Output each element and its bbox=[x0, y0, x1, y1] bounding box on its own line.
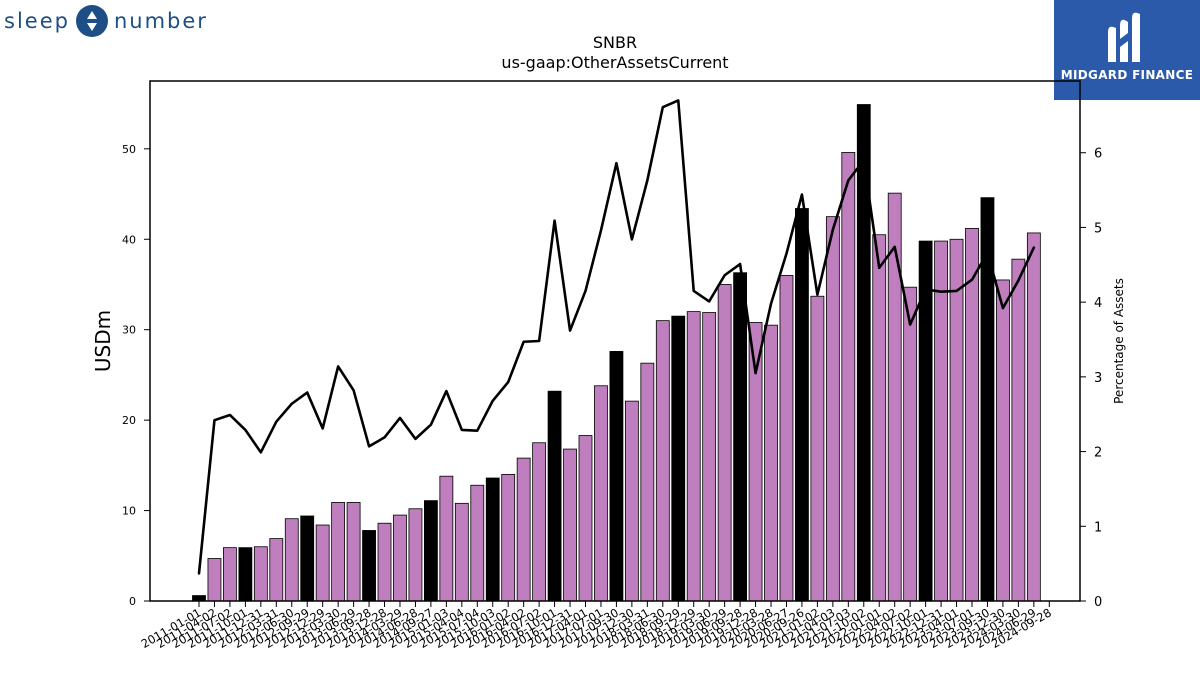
y-tick-label: 30 bbox=[122, 324, 136, 337]
bar-2011-12-31 bbox=[253, 546, 268, 602]
bar-2023-04-01 bbox=[949, 238, 964, 602]
y2-tick-label: 4 bbox=[1094, 296, 1102, 311]
midgard-finance-mark-icon bbox=[1108, 12, 1140, 63]
y2-tick-label: 0 bbox=[1094, 595, 1102, 610]
y-tick-label: 10 bbox=[122, 505, 136, 518]
pct-line-series bbox=[197, 99, 1036, 575]
bar-2011-04-02 bbox=[207, 558, 222, 602]
bar-2013-03-30 bbox=[331, 502, 346, 602]
bar-2013-06-29 bbox=[346, 502, 361, 602]
bar-2016-04-02 bbox=[516, 457, 531, 602]
bar-2014-09-27 bbox=[423, 500, 438, 602]
bar-2015-10-03 bbox=[485, 477, 500, 602]
bar-2016-12-31 bbox=[563, 448, 577, 602]
logo-word-number: number bbox=[113, 9, 208, 33]
pct-of-assets-line bbox=[197, 99, 1036, 575]
bar-2020-03-28 bbox=[764, 324, 778, 602]
chart-title: SNBR bbox=[593, 33, 637, 52]
y2-tick-label: 6 bbox=[1094, 147, 1102, 162]
plot-frame bbox=[149, 80, 1081, 602]
bar-2021-01-02 bbox=[810, 295, 825, 602]
bar-2022-12-31 bbox=[934, 240, 948, 602]
bar-2016-10-01 bbox=[547, 390, 562, 602]
bar-2016-01-02 bbox=[501, 473, 516, 602]
bar-2011-07-02 bbox=[223, 547, 237, 602]
bar-2012-06-30 bbox=[284, 518, 299, 602]
y-tick-label: 20 bbox=[122, 414, 136, 427]
bar-2021-10-02 bbox=[856, 104, 871, 602]
bar-2012-09-29 bbox=[300, 515, 315, 602]
bar-2015-04-04 bbox=[454, 502, 469, 602]
bar-2021-04-03 bbox=[825, 216, 840, 602]
bar-2013-12-28 bbox=[377, 522, 392, 602]
bar-2017-12-30 bbox=[624, 400, 639, 602]
bar-2012-12-29 bbox=[315, 524, 330, 602]
right-axis: 0 1 2 3 4 5 6 bbox=[1080, 147, 1102, 610]
logo-word-sleep: sleep bbox=[4, 9, 70, 33]
bar-2017-09-30 bbox=[609, 350, 624, 602]
sleep-number-mark-icon bbox=[75, 5, 108, 37]
bar-2024-03-30 bbox=[1011, 258, 1026, 602]
bar-2011-10-01 bbox=[238, 547, 253, 602]
bar-2015-01-03 bbox=[439, 475, 454, 602]
bar-2012-03-31 bbox=[269, 538, 284, 602]
chart-subtitle: us-gaap:OtherAssetsCurrent bbox=[501, 53, 728, 72]
bar-2024-06-29 bbox=[1026, 232, 1041, 602]
y2-tick-label: 1 bbox=[1094, 520, 1102, 535]
y2-tick-label: 5 bbox=[1094, 221, 1102, 236]
bar-2022-10-01 bbox=[918, 240, 933, 602]
bar-2019-03-30 bbox=[702, 312, 717, 602]
sleep-number-logo: sleep number bbox=[4, 4, 208, 38]
bar-2020-09-26 bbox=[795, 208, 809, 602]
x-axis: 2011-01-012011-04-022011-07-022011-10-01… bbox=[139, 601, 1054, 651]
bar-2014-03-29 bbox=[393, 514, 407, 602]
bar-2018-12-29 bbox=[686, 311, 701, 602]
y2-tick-label: 3 bbox=[1094, 371, 1102, 386]
y-tick-label: 0 bbox=[129, 595, 136, 608]
bar-2016-07-02 bbox=[532, 442, 547, 602]
y-tick-label: 50 bbox=[122, 143, 136, 156]
y2-tick-label: 2 bbox=[1094, 446, 1102, 461]
bar-2020-06-27 bbox=[779, 275, 794, 602]
bar-2019-09-28 bbox=[733, 272, 747, 602]
bar-series bbox=[192, 104, 1041, 602]
bar-2022-07-02 bbox=[903, 286, 918, 602]
bar-2018-06-30 bbox=[655, 320, 670, 602]
bar-2021-07-03 bbox=[841, 152, 856, 602]
bar-2022-01-01 bbox=[872, 234, 887, 602]
left-axis: 0 10 20 30 40 50 bbox=[122, 143, 150, 608]
midgard-finance-logo: MIDGARD FINANCE bbox=[1054, 0, 1200, 100]
midgard-finance-name: MIDGARD FINANCE bbox=[1060, 68, 1194, 82]
bar-2014-06-28 bbox=[408, 508, 423, 602]
bar-2023-12-30 bbox=[996, 279, 1010, 602]
y-axis-label: USDm bbox=[91, 310, 115, 372]
bar-2017-04-01 bbox=[578, 435, 593, 602]
bar-2011-01-01 bbox=[192, 595, 206, 602]
bar-2013-09-28 bbox=[362, 530, 376, 602]
bar-2018-03-31 bbox=[640, 362, 655, 602]
bar-2018-09-29 bbox=[671, 315, 686, 602]
y2-axis-label: Percentage of Assets bbox=[1112, 278, 1126, 404]
y-tick-label: 40 bbox=[122, 233, 136, 246]
bar-2017-07-01 bbox=[594, 385, 608, 602]
bar-2015-07-04 bbox=[470, 484, 485, 602]
bar-2019-06-29 bbox=[717, 284, 732, 602]
